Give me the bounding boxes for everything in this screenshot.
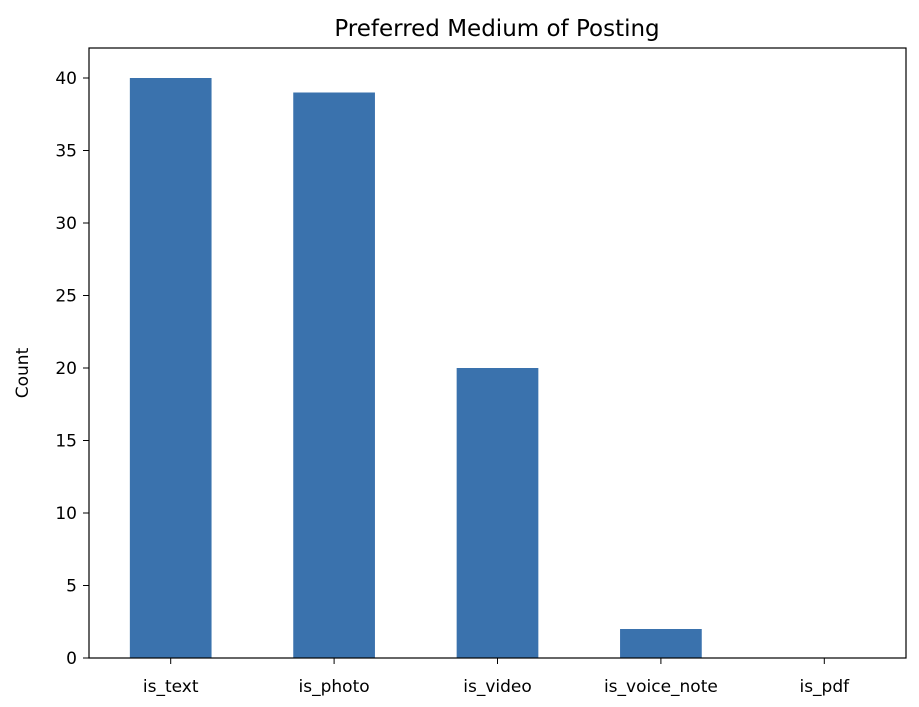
y-tick-label: 35 bbox=[55, 142, 77, 162]
x-tick-label: is_pdf bbox=[799, 677, 850, 697]
bar-is_text bbox=[129, 78, 212, 658]
y-tick-label: 25 bbox=[55, 287, 77, 307]
x-tick-label: is_voice_note bbox=[604, 677, 718, 697]
y-tick-label: 10 bbox=[55, 504, 77, 524]
x-tick-label: is_video bbox=[463, 677, 532, 697]
y-tick-label: 40 bbox=[55, 69, 77, 89]
x-ticks-group: is_text is_photo is_video is_voice_note is_p… bbox=[143, 658, 850, 697]
y-tick-label: 30 bbox=[55, 214, 77, 234]
y-tick-label: 15 bbox=[55, 432, 77, 452]
bar-is_photo bbox=[293, 92, 375, 658]
y-tick-label: 5 bbox=[66, 577, 77, 597]
chart-title: Preferred Medium of Posting bbox=[334, 16, 659, 42]
y-ticks-group: 0 5 10 15 20 25 30 35 40 bbox=[55, 69, 89, 669]
y-tick-label: 20 bbox=[55, 359, 77, 379]
y-axis-label: Count bbox=[13, 347, 33, 398]
bar-is_voice_note bbox=[620, 629, 702, 658]
bar-is_video bbox=[456, 368, 539, 658]
x-tick-label: is_photo bbox=[299, 677, 370, 697]
plot-frame bbox=[88, 47, 907, 659]
x-tick-label: is_text bbox=[143, 677, 199, 697]
y-tick-label: 0 bbox=[66, 649, 77, 669]
bars-group bbox=[129, 78, 702, 658]
